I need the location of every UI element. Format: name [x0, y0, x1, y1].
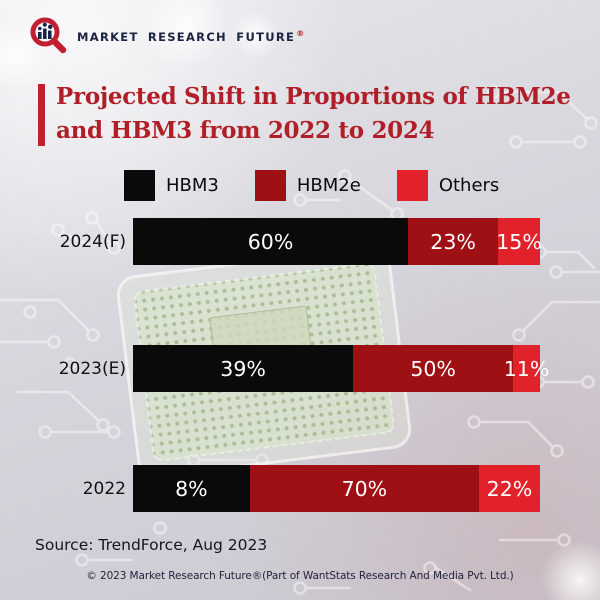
- legend-item-hbm2e: HBM2e: [254, 170, 361, 201]
- legend-label-hbm3: HBM3: [166, 175, 219, 196]
- bar-row-2022: 2022 8% 70% 22%: [30, 465, 540, 512]
- legend-swatch-others: [396, 170, 428, 201]
- chart-title-block: Projected Shift in Proportions of HBM2e …: [38, 80, 571, 148]
- segment-2022-others: 22%: [478, 465, 540, 512]
- segment-2023e-hbm2e: 50%: [353, 345, 514, 392]
- chart-title-line2: and HBM3 from 2022 to 2024: [56, 117, 435, 144]
- legend-swatch-hbm3: [124, 170, 155, 201]
- year-label-2022: 2022: [82, 478, 126, 499]
- segment-2022-hbm2e: 70%: [249, 465, 479, 512]
- title-accent-bar: [38, 84, 45, 146]
- magnifier-chart-icon: [30, 17, 67, 54]
- segment-2023e-others: 11%: [504, 345, 549, 392]
- brand-name: MARKET RESEARCH FUTURE®: [77, 29, 306, 44]
- legend-item-hbm3: HBM3: [124, 170, 219, 201]
- copyright-footer: © 2023 Market Research Future®(Part of W…: [86, 570, 514, 582]
- bokeh-highlight: [140, 0, 230, 70]
- stacked-bar-2022: 8% 70% 22%: [133, 465, 540, 512]
- segment-2022-hbm3: 8%: [133, 465, 250, 512]
- chart-title: Projected Shift in Proportions of HBM2e …: [56, 80, 571, 148]
- legend-label-hbm2e: HBM2e: [296, 175, 361, 196]
- legend: HBM3 HBM2e Others: [124, 170, 499, 201]
- segment-2024f-hbm2e: 23%: [408, 218, 499, 265]
- legend-label-others: Others: [438, 175, 500, 196]
- year-label-2024f: 2024(F): [59, 231, 126, 252]
- bar-row-2023e: 2023(E) 39% 50% 11%: [30, 345, 549, 392]
- stacked-bar-2024f: 60% 23% 15%: [133, 218, 542, 265]
- stacked-bar-2023e: 39% 50% 11%: [133, 345, 549, 392]
- year-label-2023e: 2023(E): [58, 358, 126, 379]
- bar-row-2024f: 2024(F) 60% 23% 15%: [30, 218, 542, 265]
- chart-title-line1: Projected Shift in Proportions of HBM2e: [56, 83, 571, 110]
- segment-2024f-hbm3: 60%: [133, 218, 409, 265]
- source-note: Source: TrendForce, Aug 2023: [35, 536, 268, 554]
- legend-item-others: Others: [396, 170, 500, 201]
- registered-mark: ®: [296, 28, 306, 38]
- brand-logo: MARKET RESEARCH FUTURE®: [26, 14, 306, 58]
- brand-name-text: MARKET RESEARCH FUTURE: [77, 29, 296, 44]
- bokeh-highlight: [230, 10, 280, 60]
- segment-2024f-others: 15%: [496, 218, 542, 265]
- legend-swatch-hbm2e: [254, 170, 286, 201]
- segment-2023e-hbm3: 39%: [133, 345, 354, 392]
